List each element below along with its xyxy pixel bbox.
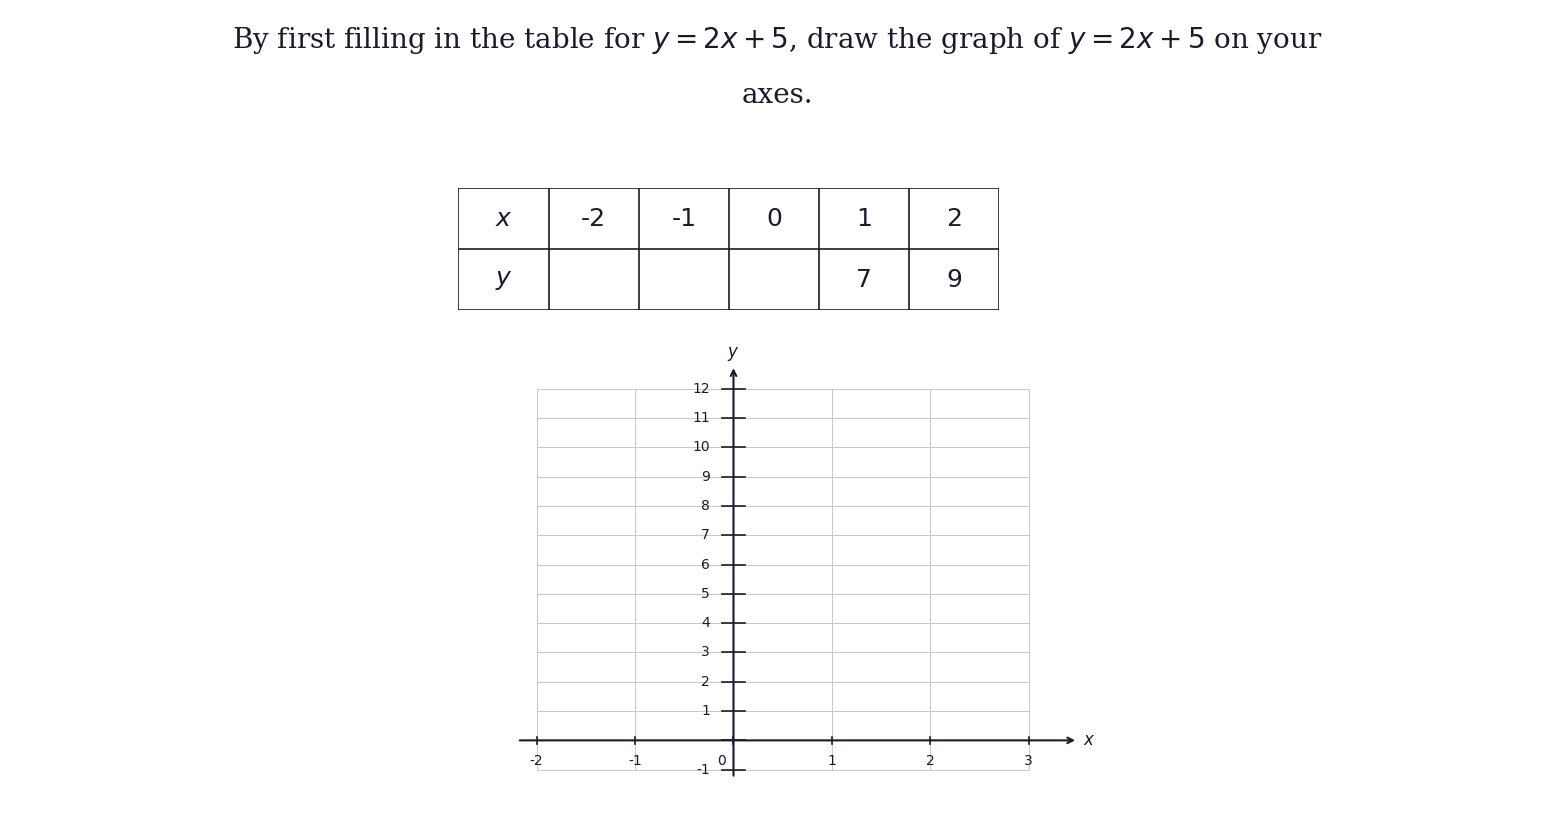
Text: 5: 5 [701,587,710,600]
Text: 0: 0 [718,754,726,768]
Text: 9: 9 [701,470,710,484]
Text: 3: 3 [1024,754,1033,768]
Text: 6: 6 [701,557,710,572]
Text: 1: 1 [701,704,710,718]
Text: -1: -1 [671,207,696,230]
Text: 2: 2 [946,207,962,230]
Text: -2: -2 [530,754,544,768]
Text: 10: 10 [692,440,710,454]
Text: 12: 12 [692,382,710,395]
Text: $x$: $x$ [494,207,513,230]
Text: $y$: $y$ [727,345,740,363]
Text: 0: 0 [766,207,782,230]
Text: 9: 9 [946,268,962,292]
Text: 2: 2 [926,754,934,768]
Text: axes.: axes. [741,82,813,109]
Text: 7: 7 [701,529,710,542]
Text: $y$: $y$ [494,268,513,292]
Text: 2: 2 [701,675,710,689]
Text: 3: 3 [701,645,710,659]
Text: 11: 11 [692,411,710,425]
Text: -1: -1 [628,754,642,768]
Text: -2: -2 [581,207,606,230]
Text: 7: 7 [856,268,872,292]
Text: -1: -1 [696,763,710,777]
Text: By first filling in the table for $y = 2x + 5$, draw the graph of $y = 2x + 5$ o: By first filling in the table for $y = 2… [232,25,1322,56]
Text: 4: 4 [701,616,710,630]
Text: 1: 1 [827,754,836,768]
Text: $x$: $x$ [1083,731,1096,749]
Text: 8: 8 [701,499,710,513]
Text: 1: 1 [856,207,872,230]
